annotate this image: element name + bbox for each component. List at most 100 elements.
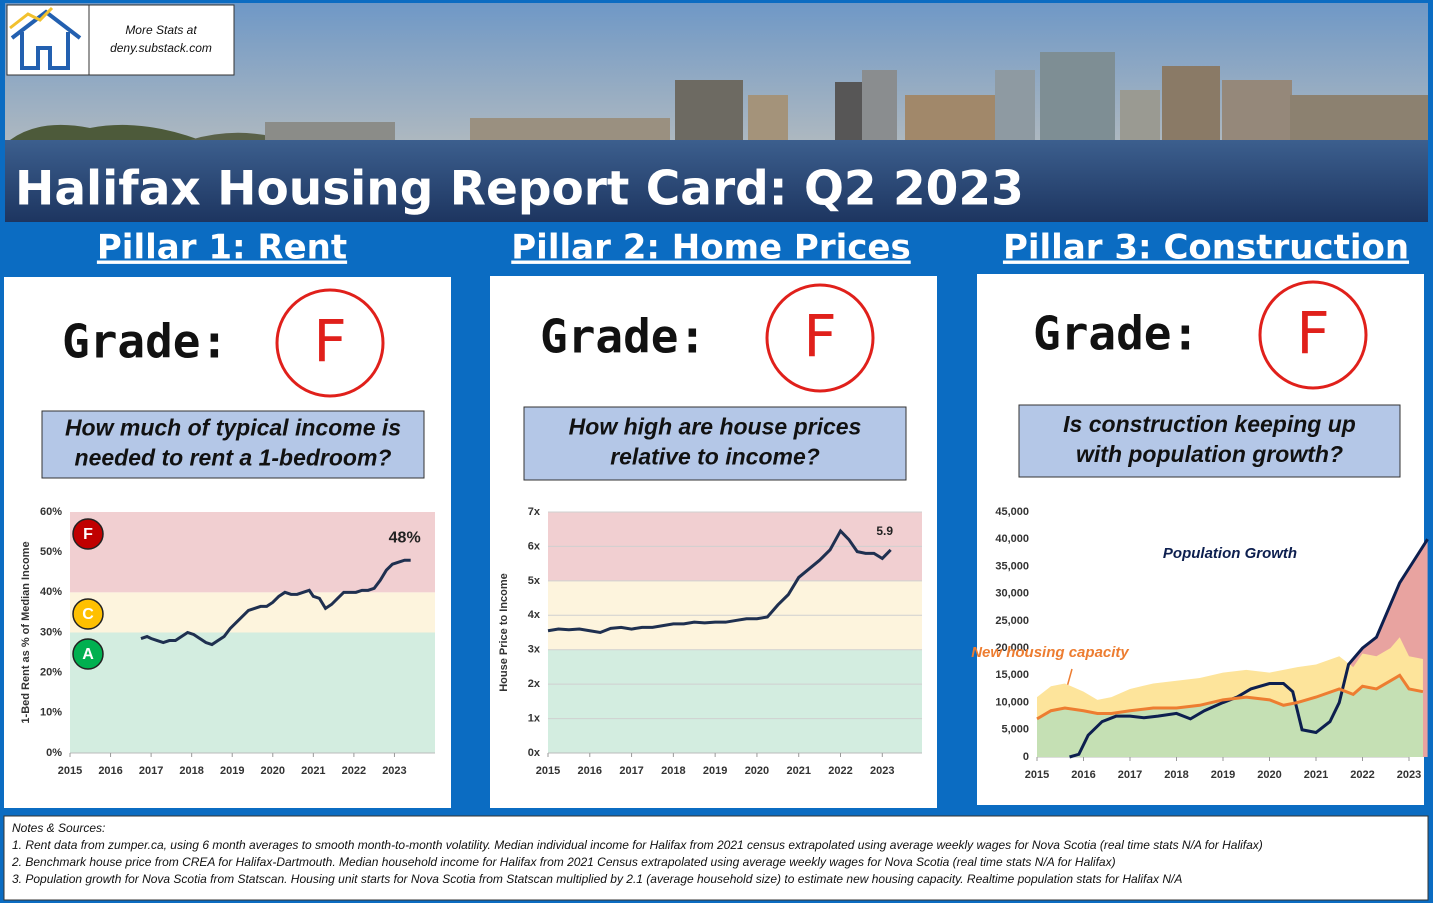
grade-marker: [72, 518, 104, 550]
grade-marker: [72, 638, 104, 670]
y-tick-label: 4x: [528, 609, 541, 621]
x-tick-label: 2015: [536, 765, 560, 777]
x-tick-label: 2020: [745, 765, 769, 777]
grade-marker: [72, 598, 104, 630]
y-axis-label: 1-Bed Rent as % of Median Income: [20, 541, 32, 723]
y-tick-label: 1x: [528, 712, 541, 724]
y-tick-label: 60%: [40, 506, 62, 518]
grade-marker-label: F: [83, 526, 93, 543]
y-tick-label: 20,000: [995, 642, 1029, 654]
y-tick-label: 0: [1023, 751, 1029, 763]
x-tick-label: 2018: [661, 765, 685, 777]
question: relative to income?: [610, 444, 820, 470]
y-tick-label: 20%: [40, 667, 62, 679]
x-tick-label: 2021: [1304, 769, 1328, 781]
grade: F: [803, 302, 836, 370]
x-tick-label: 2016: [578, 765, 602, 777]
y-tick-label: 50%: [40, 546, 62, 558]
x-tick-label: 2023: [870, 765, 894, 777]
band: [70, 632, 435, 753]
x-tick-label: 2022: [342, 765, 366, 777]
y-tick-label: 3x: [528, 644, 541, 656]
series-label: Population Growth: [1163, 545, 1297, 562]
y-tick-label: 5,000: [1001, 724, 1029, 736]
y-tick-label: 35,000: [995, 560, 1029, 572]
x-tick-label: 2015: [58, 765, 82, 777]
line: [1036, 673, 1424, 721]
pillar-heading: Pillar 1: Rent: [97, 228, 347, 268]
x-tick-label: 2023: [382, 765, 406, 777]
note: Notes & Sources:: [12, 821, 105, 835]
y-tick-label: 15,000: [995, 669, 1029, 681]
question: with population growth?: [1076, 441, 1343, 467]
logo-arrow: [9, 6, 54, 30]
photo-water: [5, 140, 1428, 222]
x-tick-label: 2023: [1397, 769, 1421, 781]
x-tick-label: 2020: [261, 765, 285, 777]
line: [547, 528, 892, 635]
grade-circle: [1258, 280, 1368, 390]
y-tick-label: 40%: [40, 586, 62, 598]
y-axis-label: House Price to Income: [498, 573, 510, 692]
band: [548, 649, 922, 753]
y-tick-label: 40,000: [995, 533, 1029, 545]
y-tick-label: 30,000: [995, 588, 1029, 600]
y-tick-label: 0%: [46, 747, 62, 759]
end-label: 48%: [389, 529, 421, 546]
y-tick-label: 0x: [528, 747, 541, 759]
x-tick-label: 2015: [1025, 769, 1049, 781]
question: How high are house prices: [569, 414, 862, 440]
x-tick-label: 2022: [828, 765, 852, 777]
note: 1. Rent data from zumper.ca, using 6 mon…: [12, 838, 1263, 852]
grade-label: Grade:: [1033, 307, 1199, 361]
area: [1037, 675, 1423, 757]
report-title: Halifax Housing Report Card: Q2 2023: [15, 162, 1024, 217]
grade-marker-label: C: [82, 606, 94, 623]
end-label: 5.9: [876, 524, 893, 538]
pillar-heading: Pillar 3: Construction: [1003, 228, 1409, 268]
x-tick-label: 2019: [1211, 769, 1235, 781]
y-tick-label: 5x: [528, 575, 541, 587]
question-box: [41, 410, 425, 479]
x-tick-label: 2017: [619, 765, 643, 777]
x-tick-label: 2019: [220, 765, 244, 777]
grade-circle: [275, 288, 385, 398]
y-tick-label: 10,000: [995, 696, 1029, 708]
grade: F: [1296, 299, 1329, 367]
note: 2. Benchmark house price from CREA for H…: [11, 855, 1116, 869]
x-tick-label: 2017: [139, 765, 163, 777]
y-tick-label: 7x: [528, 506, 541, 518]
x-tick-label: 2021: [786, 765, 810, 777]
x-tick-label: 2018: [179, 765, 203, 777]
x-tick-label: 2021: [301, 765, 325, 777]
grade-label: Grade:: [62, 315, 228, 369]
band: [70, 512, 435, 593]
grade-label: Grade:: [540, 310, 706, 364]
line: [140, 558, 411, 647]
band: [70, 592, 435, 633]
question-box: [523, 406, 907, 481]
series-label: New housing capacity: [971, 644, 1129, 661]
notes-box: [3, 815, 1429, 901]
y-tick-label: 30%: [40, 626, 62, 638]
x-tick-label: 2017: [1118, 769, 1142, 781]
question: needed to rent a 1-bedroom?: [75, 445, 392, 471]
x-tick-label: 2018: [1164, 769, 1188, 781]
y-tick-label: 25,000: [995, 615, 1029, 627]
logo-text: More Stats at: [125, 23, 197, 37]
note: 3. Population growth for Nova Scotia fro…: [12, 872, 1182, 886]
grade-circle: [765, 283, 875, 393]
x-tick-label: 2022: [1350, 769, 1374, 781]
line: [1069, 538, 1429, 759]
y-tick-label: 2x: [528, 678, 541, 690]
y-tick-label: 45,000: [995, 506, 1029, 518]
x-tick-label: 2016: [98, 765, 122, 777]
logo-text: deny.substack.com: [110, 41, 212, 55]
x-tick-label: 2020: [1257, 769, 1281, 781]
y-tick-label: 6x: [528, 540, 541, 552]
question: Is construction keeping up: [1063, 411, 1356, 437]
pillar-heading: Pillar 2: Home Prices: [511, 228, 910, 268]
x-tick-label: 2019: [703, 765, 727, 777]
